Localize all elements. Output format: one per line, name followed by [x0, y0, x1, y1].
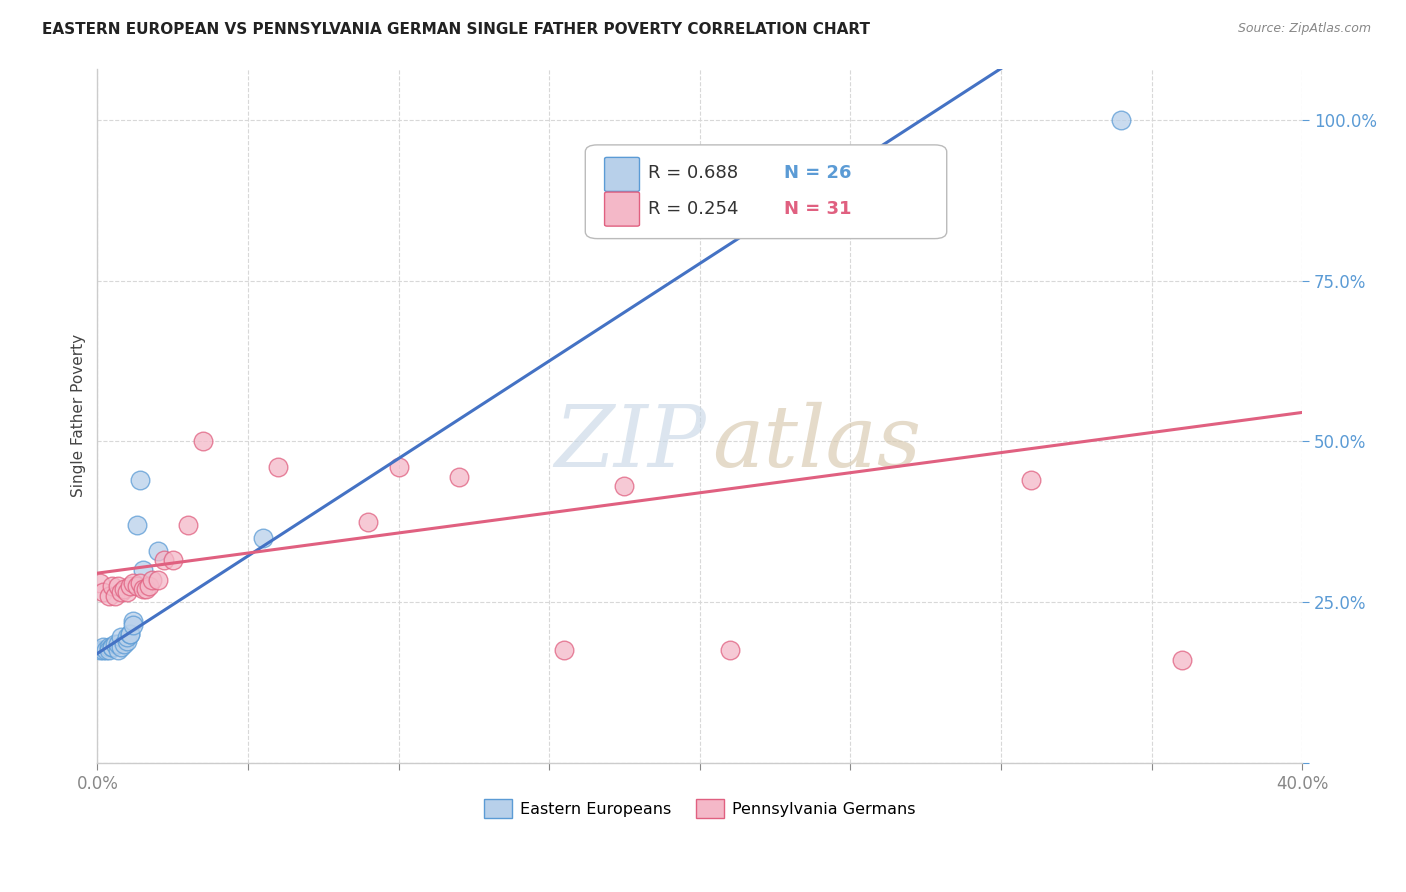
- Point: [107, 579, 129, 593]
- Text: ZIP: ZIP: [554, 402, 706, 484]
- Point: [122, 615, 145, 629]
- Point: [117, 633, 139, 648]
- Point: [122, 575, 145, 590]
- Point: [162, 553, 184, 567]
- Point: [447, 469, 470, 483]
- Text: N = 26: N = 26: [785, 163, 852, 182]
- Point: [98, 640, 121, 654]
- Point: [96, 643, 118, 657]
- Point: [131, 582, 153, 597]
- Point: [107, 643, 129, 657]
- Point: [117, 585, 139, 599]
- Point: [141, 573, 163, 587]
- Point: [101, 579, 124, 593]
- Point: [177, 517, 200, 532]
- Point: [104, 637, 127, 651]
- Point: [101, 640, 124, 654]
- Point: [1019, 473, 1042, 487]
- FancyBboxPatch shape: [585, 145, 946, 239]
- Point: [93, 640, 115, 654]
- Point: [98, 589, 121, 603]
- Point: [128, 575, 150, 590]
- FancyBboxPatch shape: [605, 157, 640, 192]
- Point: [1170, 653, 1192, 667]
- Point: [120, 627, 142, 641]
- Point: [101, 640, 124, 654]
- Point: [122, 617, 145, 632]
- Point: [131, 563, 153, 577]
- Point: [146, 543, 169, 558]
- Point: [357, 515, 380, 529]
- Point: [125, 517, 148, 532]
- Point: [93, 643, 115, 657]
- Point: [613, 479, 636, 493]
- Point: [89, 643, 111, 657]
- Point: [98, 643, 121, 657]
- Point: [110, 640, 132, 654]
- Point: [152, 553, 174, 567]
- Point: [110, 631, 132, 645]
- Point: [114, 637, 136, 651]
- Point: [89, 575, 111, 590]
- Point: [1111, 112, 1133, 127]
- Point: [110, 585, 132, 599]
- Point: [718, 643, 741, 657]
- FancyBboxPatch shape: [605, 192, 640, 226]
- Text: atlas: atlas: [711, 402, 921, 484]
- Point: [114, 582, 136, 597]
- Point: [117, 631, 139, 645]
- Point: [128, 473, 150, 487]
- Y-axis label: Single Father Poverty: Single Father Poverty: [72, 334, 86, 497]
- Point: [138, 579, 160, 593]
- Point: [553, 643, 575, 657]
- Text: R = 0.254: R = 0.254: [648, 200, 738, 218]
- Point: [93, 585, 115, 599]
- Point: [146, 573, 169, 587]
- Text: R = 0.688: R = 0.688: [648, 163, 738, 182]
- Point: [135, 582, 157, 597]
- Point: [107, 637, 129, 651]
- Point: [104, 589, 127, 603]
- Point: [252, 531, 274, 545]
- Legend: Eastern Europeans, Pennsylvania Germans: Eastern Europeans, Pennsylvania Germans: [477, 793, 922, 824]
- Point: [120, 579, 142, 593]
- Text: N = 31: N = 31: [785, 200, 852, 218]
- Text: EASTERN EUROPEAN VS PENNSYLVANIA GERMAN SINGLE FATHER POVERTY CORRELATION CHART: EASTERN EUROPEAN VS PENNSYLVANIA GERMAN …: [42, 22, 870, 37]
- Text: Source: ZipAtlas.com: Source: ZipAtlas.com: [1237, 22, 1371, 36]
- Point: [125, 579, 148, 593]
- Point: [267, 460, 290, 475]
- Point: [387, 460, 409, 475]
- Point: [120, 627, 142, 641]
- Point: [191, 434, 214, 449]
